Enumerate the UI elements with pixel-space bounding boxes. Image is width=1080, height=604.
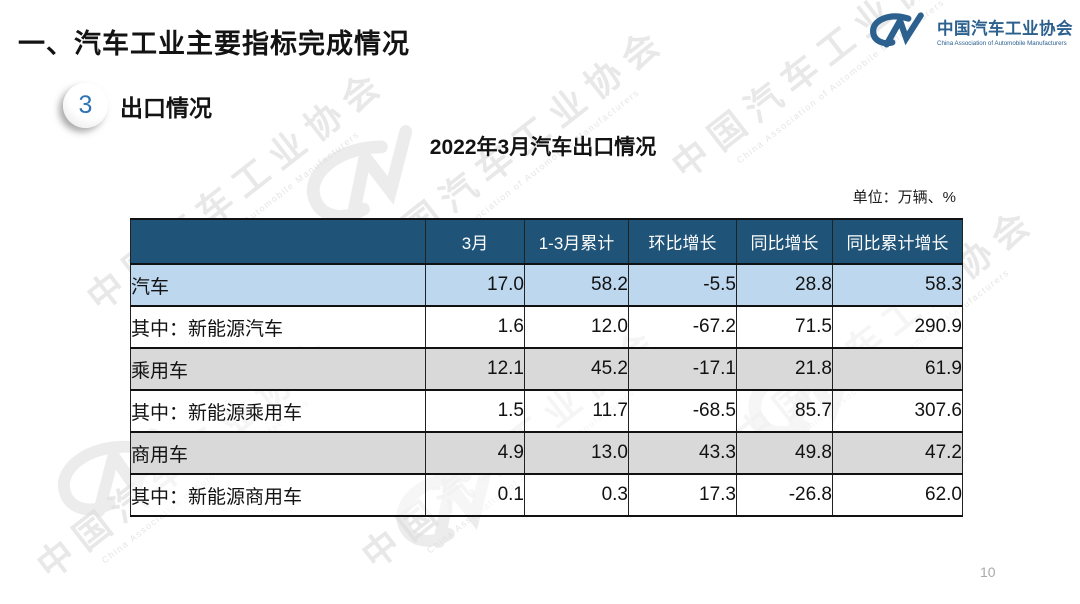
column-header [130, 218, 426, 265]
column-header: 1-3月累计 [524, 218, 629, 265]
unit-label: 单位：万辆、% [852, 189, 956, 206]
value-cell: 49.8 [736, 431, 833, 475]
table-title: 2022年3月汽车出口情况 [429, 136, 657, 159]
badge-number: 3 [78, 91, 93, 119]
logo-name-en: China Association of Automobile Manufact… [937, 40, 1067, 47]
value-cell: -67.2 [628, 305, 737, 349]
table-header-row: 3月 1-3月累计 环比增长 同比增长 同比累计增长 [130, 218, 963, 265]
value-cell: -68.5 [628, 389, 737, 433]
section-number-badge: 3 [63, 83, 108, 128]
value-cell: -5.5 [628, 263, 737, 307]
table-row: 其中：新能源商用车 0.1 0.3 17.3 -26.8 62.0 [130, 473, 963, 517]
row-label-cell: 乘用车 [130, 347, 426, 391]
table-row: 乘用车 12.1 45.2 -17.1 21.8 61.9 [130, 347, 963, 391]
badge-label: 出口情况 [120, 95, 212, 121]
export-table-container: 3月 1-3月累计 环比增长 同比增长 同比累计增长 汽车 17.0 58.2 … [130, 218, 963, 517]
row-label-cell: 其中：新能源商用车 [130, 473, 426, 517]
section-title: 一、汽车工业主要指标完成情况 [18, 29, 410, 59]
value-cell: 290.9 [832, 305, 963, 349]
value-cell: 58.3 [832, 263, 963, 307]
logo-name-cn: 中国汽车工业协会 [937, 20, 1073, 38]
value-cell: 17.3 [628, 473, 737, 517]
row-label-cell: 其中：新能源乘用车 [130, 389, 426, 433]
value-cell: 0.1 [425, 473, 525, 517]
value-cell: 307.6 [832, 389, 963, 433]
value-cell: 85.7 [736, 389, 833, 433]
value-cell: 12.0 [524, 305, 629, 349]
value-cell: 11.7 [524, 389, 629, 433]
row-label-cell: 汽车 [130, 263, 426, 307]
value-cell: 21.8 [736, 347, 833, 391]
column-header: 同比增长 [736, 218, 833, 265]
value-cell: 12.1 [425, 347, 525, 391]
logo-text: 中国汽车工业协会 China Association of Automobile… [937, 15, 1073, 47]
table-row: 其中：新能源汽车 1.6 12.0 -67.2 71.5 290.9 [130, 305, 963, 349]
value-cell: 62.0 [832, 473, 963, 517]
column-header: 环比增长 [628, 218, 737, 265]
row-label-cell: 商用车 [130, 431, 426, 475]
value-cell: 58.2 [524, 263, 629, 307]
value-cell: 43.3 [628, 431, 737, 475]
row-label-cell: 其中：新能源汽车 [130, 305, 426, 349]
column-header: 同比累计增长 [832, 218, 963, 265]
value-cell: 47.2 [832, 431, 963, 475]
value-cell: 13.0 [524, 431, 629, 475]
table-row: 其中：新能源乘用车 1.5 11.7 -68.5 85.7 307.6 [130, 389, 963, 433]
table-row: 商用车 4.9 13.0 43.3 49.8 47.2 [130, 431, 963, 475]
column-header: 3月 [425, 218, 525, 265]
table-row: 汽车 17.0 58.2 -5.5 28.8 58.3 [130, 263, 963, 307]
export-table: 3月 1-3月累计 环比增长 同比增长 同比累计增长 汽车 17.0 58.2 … [130, 218, 963, 517]
value-cell: 61.9 [832, 347, 963, 391]
value-cell: 1.6 [425, 305, 525, 349]
cm-logo-icon [870, 12, 924, 48]
value-cell: 45.2 [524, 347, 629, 391]
page-number: 10 [980, 564, 996, 580]
value-cell: 71.5 [736, 305, 833, 349]
value-cell: 4.9 [425, 431, 525, 475]
value-cell: 17.0 [425, 263, 525, 307]
value-cell: 28.8 [736, 263, 833, 307]
value-cell: -26.8 [736, 473, 833, 517]
value-cell: -17.1 [628, 347, 737, 391]
value-cell: 1.5 [425, 389, 525, 433]
caam-logo: 中国汽车工业协会 China Association of Automobile… [868, 12, 1073, 50]
value-cell: 0.3 [524, 473, 629, 517]
